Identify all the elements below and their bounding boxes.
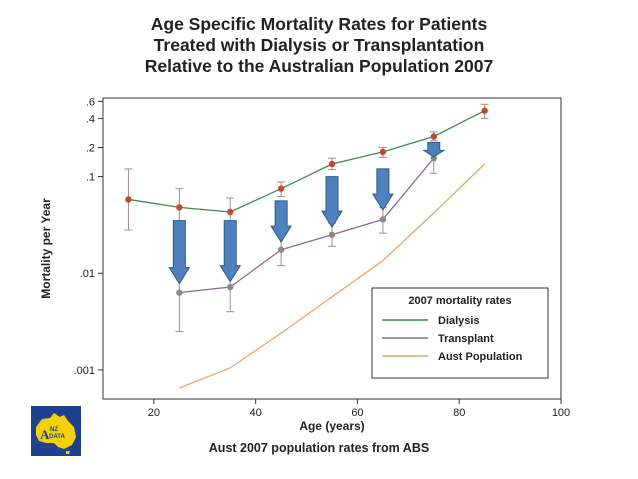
aust-population-line [179, 163, 486, 389]
down-arrow [422, 142, 446, 158]
plot-frame [102, 97, 562, 400]
down-arrow [270, 200, 293, 244]
down-arrow [219, 220, 242, 283]
y-tick-label: .1 [86, 172, 95, 184]
dialysis-point [481, 107, 488, 114]
y-tick-label: .4 [86, 113, 95, 125]
arrow-layer [168, 142, 446, 285]
y-tick-label: .01 [80, 268, 95, 280]
transplant-point [176, 289, 183, 296]
x-tick-label: 100 [552, 407, 570, 419]
down-arrow [321, 176, 343, 229]
logo-text-nz: NZ [50, 427, 58, 433]
aust-population-series [179, 163, 486, 389]
legend-box [371, 287, 549, 379]
y-tick-label: .2 [86, 142, 95, 154]
down-arrow [168, 220, 191, 285]
title-line-2: Treated with Dialysis or Transplantation [153, 35, 485, 55]
anzdata-logo: A NZ DATA [31, 406, 81, 456]
title-line-1: Age Specific Mortality Rates for Patient… [150, 14, 488, 34]
y-axis-label: Mortality per Year [39, 198, 53, 299]
x-axis-label: Age (years) [299, 419, 364, 433]
legend-title: 2007 mortality rates [408, 295, 511, 307]
x-tick-label: 60 [351, 407, 363, 419]
legend-label-dialysis: Dialysis [438, 315, 480, 327]
chart-axes: .6 .4 .2 .1 .01 .001 20 40 60 80 100 Age (years) Mor… [39, 96, 570, 433]
y-tick-label: .6 [86, 96, 95, 108]
transplant-point [227, 283, 234, 291]
title-line-3: Relative to the Australian Population 20… [144, 56, 494, 76]
transplant-point [430, 154, 437, 162]
legend-label-aust-population: Aust Population [438, 351, 523, 363]
dialysis-point [277, 185, 285, 192]
dialysis-point [379, 148, 387, 156]
dialysis-point [430, 133, 437, 140]
logo-text-data: DATA [49, 434, 65, 440]
x-tick-label: 40 [250, 407, 262, 419]
dialysis-point [125, 196, 132, 203]
chart-legend: 2007 mortality rates Dialysis Transplant Au… [371, 287, 549, 379]
dialysis-line [128, 110, 485, 213]
dialysis-point [328, 160, 336, 168]
y-tick-label: .001 [74, 365, 95, 377]
source-footnote: Aust 2007 population rates from ABS [208, 441, 430, 455]
chart-title: Age Specific Mortality Rates for Patient… [0, 14, 638, 77]
transplant-line [179, 157, 435, 294]
dialysis-point [176, 204, 183, 211]
transplant-series [175, 149, 438, 332]
x-tick-label: 80 [453, 407, 465, 419]
legend-label-transplant: Transplant [438, 333, 494, 345]
x-tick-label: 20 [148, 407, 160, 419]
series-layer [124, 103, 489, 389]
logo-letter-a: A [40, 427, 50, 442]
transplant-point [379, 216, 387, 223]
down-arrow [371, 168, 394, 212]
tasmania-shape [66, 451, 70, 454]
australia-map-shape [36, 413, 76, 449]
transplant-point [328, 231, 336, 238]
transplant-point [277, 246, 285, 253]
dialysis-series [124, 103, 489, 231]
dialysis-point [227, 208, 234, 216]
